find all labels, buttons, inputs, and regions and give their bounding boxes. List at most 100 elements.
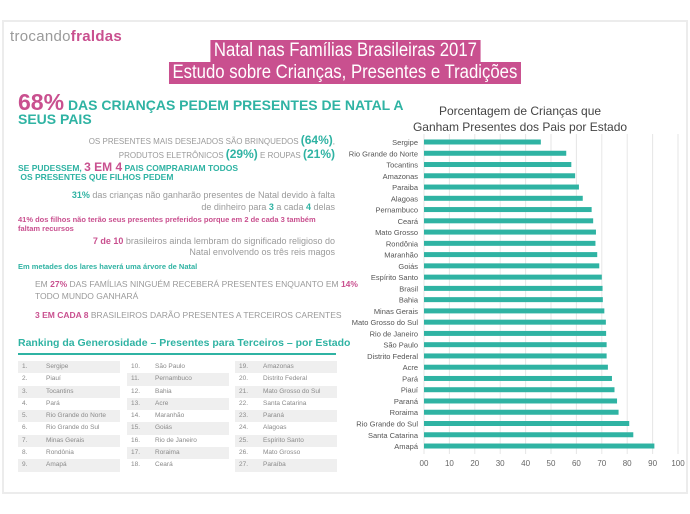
bar [424, 195, 583, 201]
category-label: Pernambuco [375, 206, 418, 215]
category-label: Mato Grosso [375, 228, 418, 237]
bar [424, 162, 572, 168]
category-label: Rio Grande do Sul [356, 420, 418, 429]
rank-number: 3. [22, 387, 28, 395]
bar [424, 139, 541, 145]
ranking-row: 12. Bahia [127, 386, 229, 398]
category-label: Brasil [399, 284, 418, 293]
category-label: Rio Grande do Norte [349, 149, 418, 158]
ranking-column: 10. São Paulo 11. Pernambuco 12. Bahia 13. Acre… [127, 361, 229, 472]
rank-number: 21. [239, 387, 249, 395]
rank-state: Espírito Santo [263, 436, 304, 444]
ranking-row: 7. Minas Gerais [18, 434, 120, 448]
bar [424, 297, 603, 303]
x-tick-label: 20 [470, 459, 479, 468]
logo: trocandofraldas [10, 28, 123, 45]
bar [424, 263, 600, 269]
title: Natal nas Famílias Brasileiras 2017 Estu… [0, 40, 690, 84]
category-label: São Paulo [383, 341, 418, 350]
category-label: Amapá [394, 442, 419, 451]
category-label: Goiás [398, 262, 418, 271]
category-label: Paraná [394, 397, 419, 406]
rank-number: 10. [131, 363, 141, 370]
bar [424, 398, 618, 404]
x-tick-label: 80 [623, 459, 632, 468]
category-label: Amazonas [383, 172, 419, 181]
rank-state: Goiás [155, 424, 172, 432]
rank-state: Amapá [46, 461, 67, 469]
category-label: Maranhão [384, 251, 418, 260]
bar [424, 375, 612, 381]
rank-state: São Paulo [155, 363, 185, 370]
rank-number: 9. [22, 461, 28, 469]
rank-state: Distrito Federal [263, 375, 308, 383]
bar [424, 240, 596, 246]
ranking-row: 6. Rio Grande do Sul [18, 422, 120, 434]
rank-number: 22. [239, 399, 249, 407]
ranking-row: 3. Tocantins [18, 385, 120, 398]
bar [424, 285, 603, 291]
rank-state: Ceará [155, 461, 173, 469]
bar [424, 150, 567, 156]
x-tick-label: 10 [445, 459, 454, 468]
category-label: Sergipe [392, 138, 418, 147]
title-line2: Estudo sobre Crianças, Presentes e Tradi… [169, 62, 521, 84]
fact-68: 68% DAS CRIANÇAS PEDEM PRESENTES DE NATA… [18, 89, 404, 127]
rank-state: Acre [155, 399, 169, 407]
fact-presents: OS PRESENTES MAIS DESEJADOS SÃO BRINQUED… [88, 133, 335, 161]
x-tick-label: 100 [671, 459, 685, 468]
rank-number: 12. [131, 387, 141, 395]
ranking-row: 14. Maranhão [127, 410, 229, 422]
rank-number: 7. [22, 436, 28, 444]
bar [424, 342, 607, 348]
ranking-row: 17. Roraima [127, 447, 229, 460]
category-label: Rio de Janeiro [370, 329, 418, 338]
bar [424, 173, 576, 179]
bar [424, 387, 615, 393]
category-label: Espírito Santo [371, 273, 418, 282]
fact-31: 31% das crianças não ganharão presentes … [71, 190, 335, 212]
rank-number: 8. [22, 449, 28, 457]
rank-state: Pará [46, 399, 60, 407]
rank-state: Paraná [263, 412, 284, 420]
ranking-row: 25. Espírito Santo [235, 434, 337, 448]
ranking-row: 20. Distrito Federal [235, 373, 337, 385]
rank-number: 17. [131, 449, 141, 457]
x-tick-label: 70 [597, 459, 606, 468]
bar [424, 330, 607, 336]
rank-number: 15. [131, 424, 141, 432]
category-label: Mato Grosso do Sul [352, 318, 419, 327]
rank-number: 5. [22, 412, 28, 420]
rank-state: Minas Gerais [46, 436, 85, 444]
rank-state: Rio de Janeiro [155, 436, 197, 444]
ranking-row: 10. São Paulo [127, 361, 229, 373]
ranking-title: Ranking da Generosidade – Presentes para… [18, 337, 350, 355]
rank-state: Tocantins [46, 387, 74, 395]
rank-number: 27. [239, 461, 249, 469]
ranking-row: 22. Santa Catarina [235, 398, 337, 410]
rank-number: 24. [239, 424, 249, 432]
fact-41: 41% dos filhos não terão seus presentes … [18, 215, 316, 233]
rank-state: Rondônia [46, 449, 74, 457]
category-label: Bahia [399, 296, 419, 305]
rank-number: 25. [239, 436, 249, 444]
rank-state: Santa Catarina [263, 399, 307, 407]
bar [424, 364, 608, 370]
x-tick-label: 60 [572, 459, 581, 468]
rank-number: 6. [22, 424, 28, 432]
rank-number: 14. [131, 412, 141, 420]
rank-state: Alagoas [263, 424, 287, 432]
x-tick-label: 50 [547, 459, 556, 468]
ranking-row: 8. Rondônia [18, 447, 120, 459]
bar [424, 432, 634, 438]
ranking-row: 16. Rio de Janeiro [127, 435, 229, 447]
bar [424, 319, 606, 325]
bar [424, 274, 602, 280]
bar [424, 252, 598, 258]
x-tick-label: 40 [521, 459, 530, 468]
category-label: Ceará [398, 217, 419, 226]
category-label: Rondônia [386, 239, 419, 248]
chart-title-line1: Porcentagem de Crianças que [439, 104, 601, 118]
x-tick-label: 30 [496, 459, 505, 468]
fact-3-em-cada-8: 3 EM CADA 8 BRASILEIROS DARÃO PRESENTES … [35, 310, 342, 320]
